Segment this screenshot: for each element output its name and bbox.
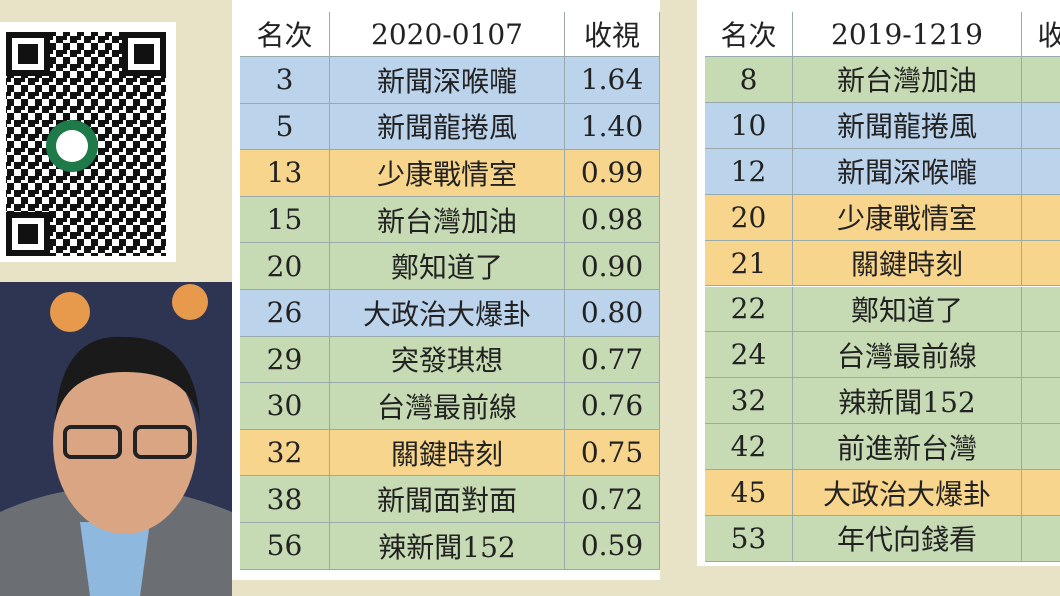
header-cell: 2019-1219 xyxy=(793,12,1022,57)
table-cell: 0.75 xyxy=(565,429,660,477)
table-cell xyxy=(1022,332,1060,379)
table-cell: 台灣最前線 xyxy=(793,332,1022,379)
header-cell: 收 xyxy=(1022,12,1060,57)
table-cell: 新台灣加油 xyxy=(330,196,565,244)
table-cell: 大政治大爆卦 xyxy=(330,290,565,337)
table-cell: 42 xyxy=(705,424,793,471)
table-cell: 30 xyxy=(240,383,330,430)
table-cell: 20 xyxy=(705,194,793,241)
table-cell: 21 xyxy=(705,240,793,287)
table-cell: 13 xyxy=(240,150,330,197)
table-cell: 29 xyxy=(240,336,330,384)
table-cell: 20 xyxy=(240,243,330,290)
table-cell: 0.80 xyxy=(565,290,660,337)
table-cell xyxy=(1022,378,1060,425)
table-cell: 0.90 xyxy=(565,243,660,290)
table-cell xyxy=(1022,57,1060,103)
table-cell: 12 xyxy=(705,148,793,195)
table-cell xyxy=(1022,424,1060,471)
table-cell xyxy=(1022,470,1060,516)
table-cell xyxy=(1022,286,1060,333)
table-cell: 0.76 xyxy=(565,383,660,430)
table-cell: 關鍵時刻 xyxy=(793,240,1022,287)
table-cell: 新聞龍捲風 xyxy=(330,103,565,151)
table-cell: 56 xyxy=(240,523,330,570)
table-cell: 年代向錢看 xyxy=(793,516,1022,562)
table-cell: 8 xyxy=(705,57,793,103)
webcam-video xyxy=(0,282,232,596)
table-cell: 少康戰情室 xyxy=(793,194,1022,241)
table-cell: 45 xyxy=(705,470,793,516)
table-cell: 3 xyxy=(240,57,330,104)
table-cell: 10 xyxy=(705,102,793,149)
ratings-table: 名次 2020-0107 收視 3 新聞深喉嚨 1.64 5 新聞龍捲風 1.40 13 少康戰情室… xyxy=(232,0,660,580)
header-cell: 2020-0107 xyxy=(330,12,565,57)
table-cell: 0.72 xyxy=(565,476,660,523)
header-cell: 收視 xyxy=(565,12,660,57)
table-cell: 0.99 xyxy=(565,150,660,197)
table-cell: 24 xyxy=(705,332,793,379)
table-cell: 32 xyxy=(705,378,793,425)
table-cell: 辣新聞152 xyxy=(330,523,565,570)
qr-code xyxy=(0,22,176,262)
table-cell: 少康戰情室 xyxy=(330,150,565,197)
table-cell: 新聞深喉嚨 xyxy=(330,57,565,104)
table-cell: 1.40 xyxy=(565,103,660,151)
table-cell: 鄭知道了 xyxy=(793,286,1022,333)
table-cell: 53 xyxy=(705,516,793,562)
table-cell xyxy=(1022,194,1060,241)
table-cell xyxy=(1022,240,1060,287)
table-cell: 0.59 xyxy=(565,523,660,570)
table-cell: 鄭知道了 xyxy=(330,243,565,290)
table-cell: 5 xyxy=(240,103,330,151)
header-cell: 名次 xyxy=(705,12,793,57)
table-cell: 大政治大爆卦 xyxy=(793,470,1022,516)
table-cell: 26 xyxy=(240,290,330,337)
table-cell xyxy=(1022,102,1060,149)
table-cell xyxy=(1022,516,1060,562)
header-cell: 名次 xyxy=(240,12,330,57)
ratings-table: 名次 2019-1219 收 8 新台灣加油 10 新聞龍捲風 12 新聞深喉嚨 20 少康戰情室 2… xyxy=(697,0,1060,566)
table-cell: 15 xyxy=(240,196,330,244)
table-cell: 新聞深喉嚨 xyxy=(793,148,1022,195)
table-cell: 0.77 xyxy=(565,336,660,384)
table-cell: 關鍵時刻 xyxy=(330,429,565,477)
table-cell: 1.64 xyxy=(565,57,660,104)
table-cell: 新聞龍捲風 xyxy=(793,102,1022,149)
table-cell: 新台灣加油 xyxy=(793,57,1022,103)
table-cell: 22 xyxy=(705,286,793,333)
table-cell: 前進新台灣 xyxy=(793,424,1022,471)
table-cell: 突發琪想 xyxy=(330,336,565,384)
table-cell: 辣新聞152 xyxy=(793,378,1022,425)
table-cell: 新聞面對面 xyxy=(330,476,565,523)
table-cell: 0.98 xyxy=(565,196,660,244)
table-cell: 32 xyxy=(240,429,330,477)
table-cell xyxy=(1022,148,1060,195)
table-cell: 38 xyxy=(240,476,330,523)
table-cell: 台灣最前線 xyxy=(330,383,565,430)
